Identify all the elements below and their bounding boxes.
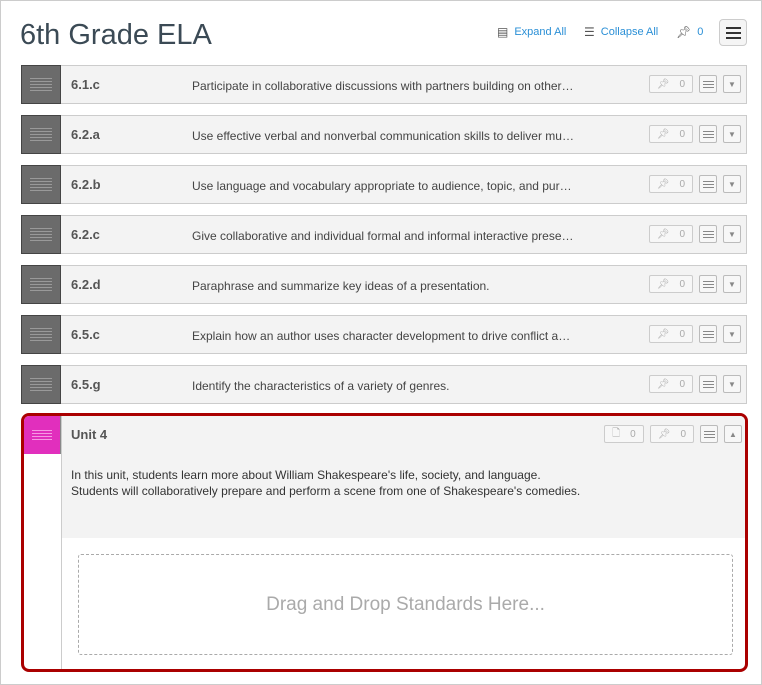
standard-code: 6.2.a [71, 127, 100, 142]
menu-icon[interactable] [699, 75, 717, 93]
pins-button[interactable]: 📌︎ 0 [648, 225, 693, 243]
standard-description: Participate in collaborative discussions… [192, 79, 574, 93]
standard-code: 6.5.c [71, 327, 100, 342]
pin-icon: 📌︎ [656, 278, 670, 290]
pin-count: 0 [679, 78, 685, 90]
menu-button[interactable] [719, 19, 747, 46]
pins-button[interactable]: 📌︎ 0 [648, 325, 693, 343]
pin-count: 0 [679, 228, 685, 240]
standard-row: 6.2.c Give collaborative and individual … [21, 215, 747, 254]
standard-description: Explain how an author uses character dev… [192, 329, 571, 343]
expand-caret-icon[interactable]: ▼ [723, 125, 741, 143]
collapse-caret-icon[interactable]: ▲ [724, 425, 742, 443]
standard-description: Use language and vocabulary appropriate … [192, 179, 572, 193]
pin-count: 0 [679, 128, 685, 140]
unit-description: In this unit, students learn more about … [71, 468, 581, 498]
drag-handle[interactable] [21, 65, 61, 104]
pin-count: 0 [697, 26, 704, 38]
unit-card: Unit 4 🗋 0 📌︎ 0 ▲ In this unit, students l… [21, 413, 748, 672]
standard-description: Paraphrase and summarize key ideas of a … [192, 279, 490, 293]
pin-icon: 📌︎ [676, 25, 692, 39]
standard-row: 6.1.c Participate in collaborative discu… [21, 65, 747, 104]
drag-handle[interactable] [21, 165, 61, 204]
pin-icon: 📌︎ [656, 328, 670, 340]
page-title: 6th Grade ELA [20, 19, 212, 51]
standard-description: Give collaborative and individual formal… [192, 229, 574, 243]
drag-handle[interactable] [21, 215, 61, 254]
collapse-all-button[interactable]: ☰ Collapse All [584, 25, 658, 39]
pins-button[interactable]: 📌︎ 0 [648, 375, 693, 393]
pins-button[interactable]: 📌︎ 0 [648, 275, 693, 293]
standard-row: 6.2.b Use language and vocabulary approp… [21, 165, 747, 204]
pin-count-button[interactable]: 📌︎ 0 [676, 25, 703, 39]
collapse-icon: ☰ [584, 25, 595, 39]
menu-icon[interactable] [699, 375, 717, 393]
pin-icon: 📌︎ [656, 78, 670, 90]
expand-caret-icon[interactable]: ▼ [723, 375, 741, 393]
expand-icon: ▤ [497, 25, 509, 39]
pin-count: 0 [679, 178, 685, 190]
pin-icon: 📌︎ [656, 378, 670, 390]
menu-icon[interactable] [700, 425, 718, 443]
expand-caret-icon[interactable]: ▼ [723, 325, 741, 343]
document-icon: 🗋 [612, 427, 621, 439]
document-count: 0 [630, 428, 636, 440]
drag-handle[interactable] [21, 365, 61, 404]
pin-icon: 📌︎ [656, 228, 670, 240]
expand-caret-icon[interactable]: ▼ [723, 225, 741, 243]
standard-description: Use effective verbal and nonverbal commu… [192, 129, 574, 143]
drag-handle[interactable] [24, 416, 61, 454]
pins-button[interactable]: 📌︎ 0 [649, 425, 694, 443]
pins-button[interactable]: 📌︎ 0 [648, 125, 693, 143]
pins-button[interactable]: 📌︎ 0 [648, 75, 693, 93]
standard-row: 6.5.c Explain how an author uses charact… [21, 315, 747, 354]
pin-count: 0 [679, 378, 685, 390]
expand-all-label: Expand All [514, 26, 567, 38]
pin-icon: 📌︎ [656, 178, 670, 190]
expand-all-button[interactable]: ▤ Expand All [497, 25, 566, 39]
standard-row: 6.2.d Paraphrase and summarize key ideas… [21, 265, 747, 304]
collapse-all-label: Collapse All [600, 26, 659, 38]
standard-code: 6.2.b [71, 177, 101, 192]
standard-code: 6.2.d [71, 277, 101, 292]
pins-button[interactable]: 📌︎ 0 [648, 175, 693, 193]
standard-code: 6.1.c [71, 77, 100, 92]
pin-icon: 📌︎ [656, 128, 670, 140]
standards-dropzone[interactable]: Drag and Drop Standards Here... [78, 554, 733, 655]
expand-caret-icon[interactable]: ▼ [723, 75, 741, 93]
menu-icon[interactable] [699, 175, 717, 193]
menu-icon[interactable] [699, 225, 717, 243]
standard-row: 6.2.a Use effective verbal and nonverbal… [21, 115, 747, 154]
documents-button[interactable]: 🗋 0 [604, 425, 644, 443]
standard-code: 6.2.c [71, 227, 100, 242]
menu-icon[interactable] [699, 275, 717, 293]
pin-icon: 📌︎ [657, 428, 671, 440]
drag-handle[interactable] [21, 115, 61, 154]
drag-handle[interactable] [21, 265, 61, 304]
expand-caret-icon[interactable]: ▼ [723, 275, 741, 293]
drag-handle[interactable] [21, 315, 61, 354]
pin-count: 0 [679, 328, 685, 340]
standard-row: 6.5.g Identify the characteristics of a … [21, 365, 747, 404]
pin-count: 0 [679, 278, 685, 290]
menu-icon[interactable] [699, 325, 717, 343]
menu-icon[interactable] [699, 125, 717, 143]
pin-count: 0 [680, 428, 686, 440]
unit-title: Unit 4 [71, 427, 108, 442]
standard-description: Identify the characteristics of a variet… [192, 379, 450, 393]
standard-code: 6.5.g [71, 377, 101, 392]
expand-caret-icon[interactable]: ▼ [723, 175, 741, 193]
